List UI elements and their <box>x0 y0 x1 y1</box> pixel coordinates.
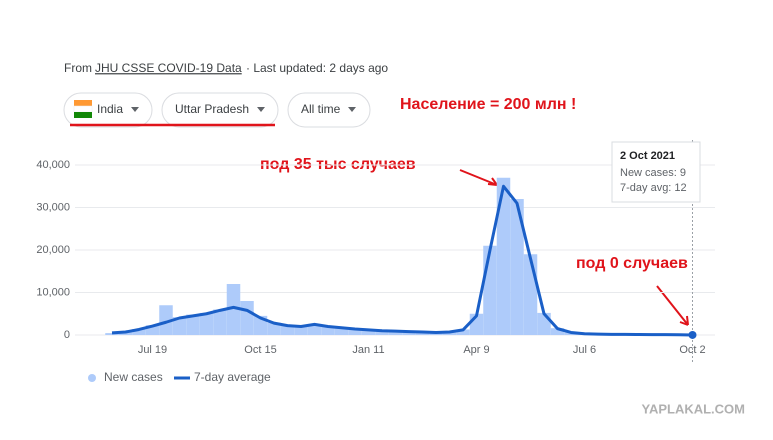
chip-label: Uttar Pradesh <box>175 102 249 116</box>
bar <box>240 301 254 335</box>
y-tick-label: 0 <box>64 329 70 341</box>
bar <box>199 312 214 335</box>
legend-label: 7-day average <box>194 370 271 384</box>
bar <box>361 329 376 335</box>
bar <box>307 323 322 335</box>
bar <box>334 327 349 335</box>
bar <box>510 199 524 335</box>
bar <box>132 329 146 335</box>
bar <box>402 331 416 335</box>
bar <box>267 322 281 335</box>
bar <box>105 333 119 335</box>
flag <box>74 100 92 106</box>
flag <box>73 105 93 113</box>
point <box>688 330 697 339</box>
tooltip-line: New cases: 9 <box>620 167 686 179</box>
bar <box>348 328 362 335</box>
chip-label: India <box>97 102 123 116</box>
bar <box>172 317 187 335</box>
chip-region[interactable] <box>161 92 279 128</box>
tooltip-title: 2 Oct 2021 <box>620 150 675 162</box>
bar <box>159 305 173 335</box>
tooltip-line: 7-day avg: 12 <box>620 182 687 194</box>
dropdown-icon <box>131 107 139 112</box>
y-tick-label: 30,000 <box>36 201 70 213</box>
bar <box>537 312 551 335</box>
bar <box>375 330 389 335</box>
bar <box>280 325 295 335</box>
source-prefix: From <box>64 61 92 75</box>
dropdown-icon <box>348 107 356 112</box>
bar <box>321 326 335 335</box>
bar <box>456 329 470 335</box>
bar <box>294 326 308 335</box>
y-tick-label: 40,000 <box>36 159 70 171</box>
annotation: под 0 случаев <box>576 255 688 272</box>
x-tick-label: Oct 15 <box>244 344 276 356</box>
annotation: Население = 200 млн ! <box>400 96 576 113</box>
bar <box>226 284 241 335</box>
y-tick-label: 10,000 <box>36 286 70 298</box>
arrow <box>656 285 689 326</box>
source-link[interactable]: JHU CSSE COVID-19 Data <box>95 61 242 75</box>
y-tick-label: 20,000 <box>36 244 70 256</box>
line <box>111 184 693 337</box>
flag <box>74 112 92 118</box>
legend-label: New cases <box>104 370 163 384</box>
arrow <box>459 169 498 186</box>
bar <box>496 177 511 335</box>
x-tick-label: Jan 11 <box>352 344 384 356</box>
bar <box>483 245 497 335</box>
tooltip <box>611 141 701 203</box>
bar <box>550 328 565 335</box>
chip-label: All time <box>301 102 341 116</box>
source-suffix: · Last updated: 2 days ago <box>246 61 388 75</box>
bar <box>523 254 538 335</box>
plot: 0 10,000 20,000 30,000 40,000 Jul 19 Oct 15 Jan… <box>36 140 715 384</box>
bar <box>388 331 403 335</box>
x-tick-label: Jul 6 <box>573 344 596 356</box>
dropdown-icon <box>257 107 265 112</box>
chip-period[interactable] <box>287 92 371 128</box>
legend-swatch <box>88 374 96 382</box>
x-tick-label: Jul 19 <box>138 344 167 356</box>
bar <box>186 314 200 335</box>
bar <box>213 309 227 335</box>
bar <box>145 325 160 335</box>
x-tick-label: Apr 9 <box>463 344 489 356</box>
watermark: YAPLAKAL.COM <box>641 401 745 416</box>
